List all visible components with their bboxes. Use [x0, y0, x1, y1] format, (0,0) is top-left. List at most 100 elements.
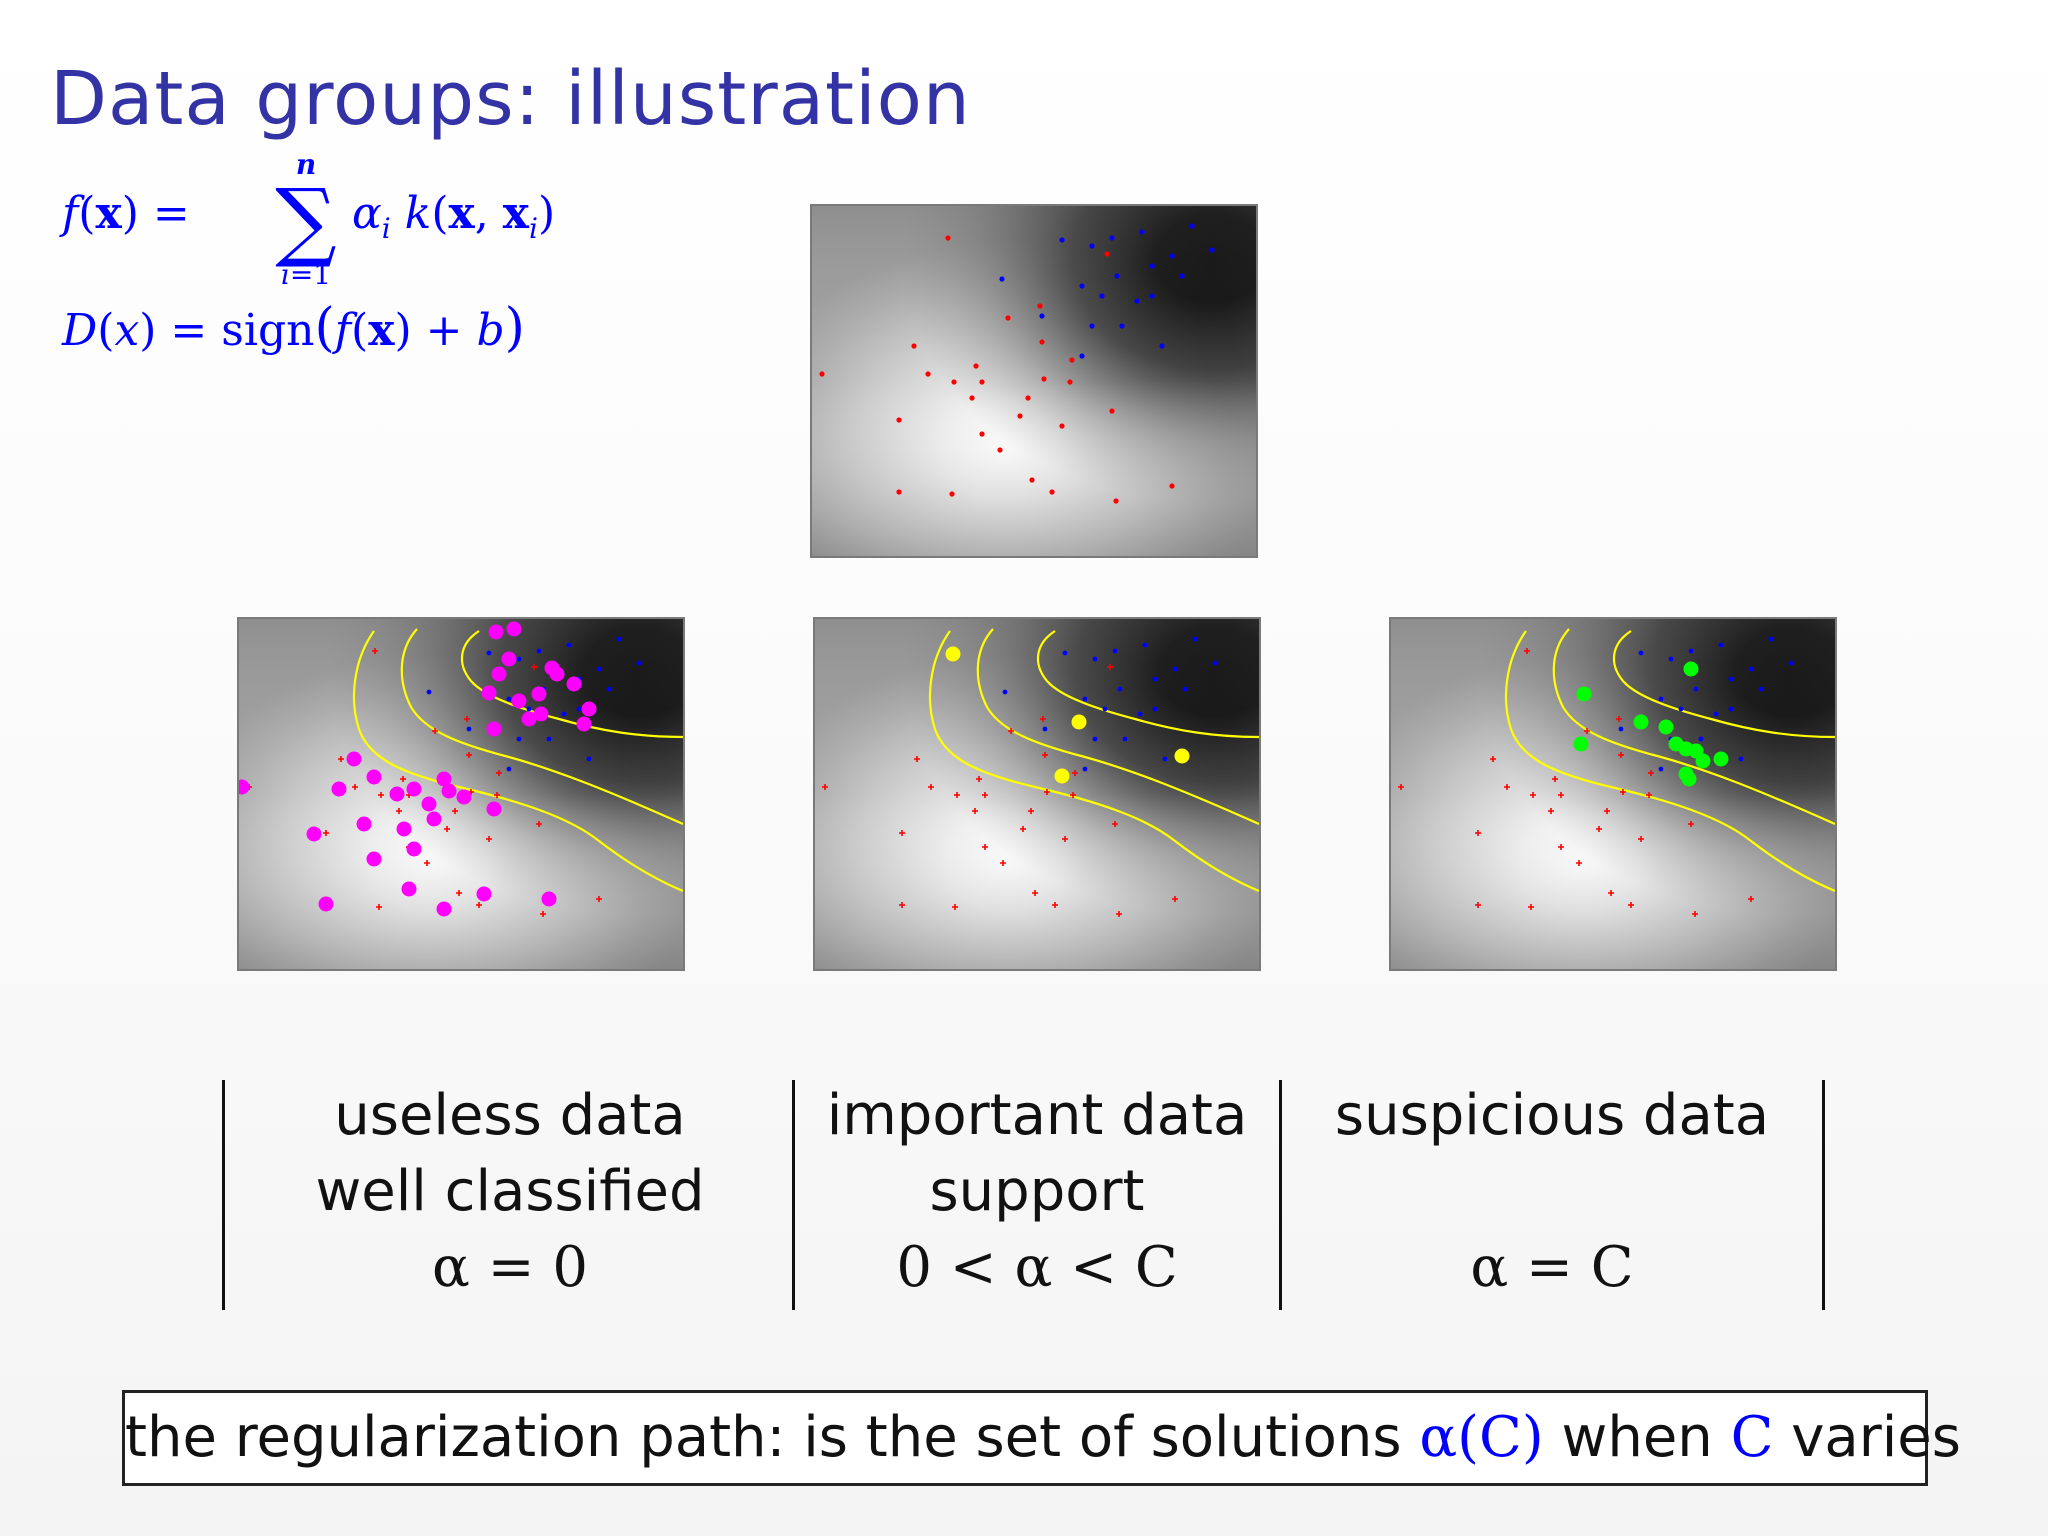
red-data-point [496, 770, 502, 776]
blue-data-point [1758, 686, 1764, 692]
useless-data-point [511, 693, 527, 709]
red-data-point [1475, 830, 1481, 836]
useless-data-point [533, 706, 549, 722]
red-data-point [951, 379, 957, 385]
useless-data-point [501, 651, 517, 667]
classifier-field-plot [812, 206, 1256, 556]
useless-data-point [488, 624, 504, 640]
decision-contour-1 [928, 630, 1259, 893]
red-data-point [1530, 792, 1536, 798]
red-data-point [914, 756, 920, 762]
red-data-point [1648, 770, 1654, 776]
blue-data-point [1109, 235, 1115, 241]
useless-data-point [566, 676, 582, 692]
blue-data-point [1748, 666, 1754, 672]
useless-data-point [581, 701, 597, 717]
column-suspicious: suspicious data α = C [1286, 1078, 1818, 1306]
decision-contour-2 [1552, 628, 1835, 826]
red-data-point [1044, 789, 1050, 795]
red-data-point [1017, 413, 1023, 419]
column-suspicious-line2 [1286, 1154, 1818, 1230]
red-data-point [1112, 821, 1118, 827]
formula-d-line: D(x) = sign(f(x) + b) [62, 298, 525, 358]
blue-data-point [1082, 766, 1088, 772]
suspicious-data-point [1695, 753, 1711, 769]
blue-data-point [1142, 642, 1148, 648]
useless-data-point [318, 896, 334, 912]
red-data-point [452, 808, 458, 814]
decision-contour-2 [976, 628, 1259, 826]
column-important-math: 0 < α < C [896, 1235, 1178, 1300]
blue-data-point [1134, 298, 1140, 304]
red-data-point [352, 784, 358, 790]
table-divider-left [222, 1080, 225, 1310]
red-data-point [1528, 904, 1534, 910]
red-data-point [1067, 379, 1073, 385]
suspicious-data-point [1681, 771, 1697, 787]
blue-data-point [1159, 343, 1165, 349]
red-data-point [1548, 808, 1554, 814]
useless-data-point [436, 901, 452, 917]
bottom-suffix: varies [1791, 1405, 1961, 1470]
useless-data-point [576, 716, 592, 732]
blue-data-point [1172, 666, 1178, 672]
red-data-point [396, 808, 402, 814]
red-data-point [1072, 770, 1078, 776]
useless-data-point [389, 786, 405, 802]
red-data-point [925, 371, 931, 377]
column-important-line2: support [929, 1159, 1145, 1224]
useless-data-point [531, 686, 547, 702]
red-data-point [1552, 776, 1558, 782]
red-data-point [899, 902, 905, 908]
red-data-point [982, 792, 988, 798]
blue-data-point [1152, 676, 1158, 682]
blue-data-point [1658, 766, 1664, 772]
red-data-point [1049, 489, 1055, 495]
blue-data-point [561, 711, 567, 717]
red-data-point [1059, 423, 1065, 429]
blue-data-point [616, 636, 622, 642]
decision-contour-1 [352, 630, 683, 893]
red-data-point [1558, 792, 1564, 798]
red-data-point [945, 235, 951, 241]
useless-data-point [401, 881, 417, 897]
suspicious-data-point [1633, 714, 1649, 730]
red-data-point [494, 792, 500, 798]
red-data-point [1000, 860, 1006, 866]
red-data-point [1005, 315, 1011, 321]
blue-data-point [1192, 636, 1198, 642]
red-data-point [1608, 890, 1614, 896]
red-data-point [464, 716, 470, 722]
panel-important-data [813, 617, 1261, 971]
sum-symbol: ∑ [275, 171, 337, 271]
red-data-point [954, 792, 960, 798]
field-shading [815, 619, 1259, 969]
red-data-point [1116, 911, 1122, 917]
red-data-point [1052, 902, 1058, 908]
red-data-point [973, 363, 979, 369]
useless-data-point [456, 789, 472, 805]
regularization-path-box: the regularization path: is the set of s… [122, 1390, 1961, 1486]
red-data-point [1748, 896, 1754, 902]
red-data-point [1524, 648, 1530, 654]
red-data-point [1037, 303, 1043, 309]
red-data-point [1025, 395, 1031, 401]
red-data-point [1109, 408, 1115, 414]
table-divider-right [1822, 1080, 1825, 1310]
field-shading [1391, 619, 1835, 969]
suspicious-data-point [1713, 751, 1729, 767]
suspicious-data-point [1658, 719, 1674, 735]
red-data-point [1040, 716, 1046, 722]
useless-data-point [521, 711, 537, 727]
red-data-point [1584, 728, 1590, 734]
blue-data-point [1117, 686, 1123, 692]
blue-data-point [1092, 736, 1098, 742]
red-data-point [338, 756, 344, 762]
useless-data-point [421, 796, 437, 812]
decision-contour-2 [400, 628, 683, 826]
useless-data-point [346, 751, 362, 767]
useless-data-point [506, 621, 522, 637]
important-data-point [1174, 748, 1190, 764]
panel-top-data [810, 204, 1258, 558]
field-shading [812, 206, 1256, 556]
